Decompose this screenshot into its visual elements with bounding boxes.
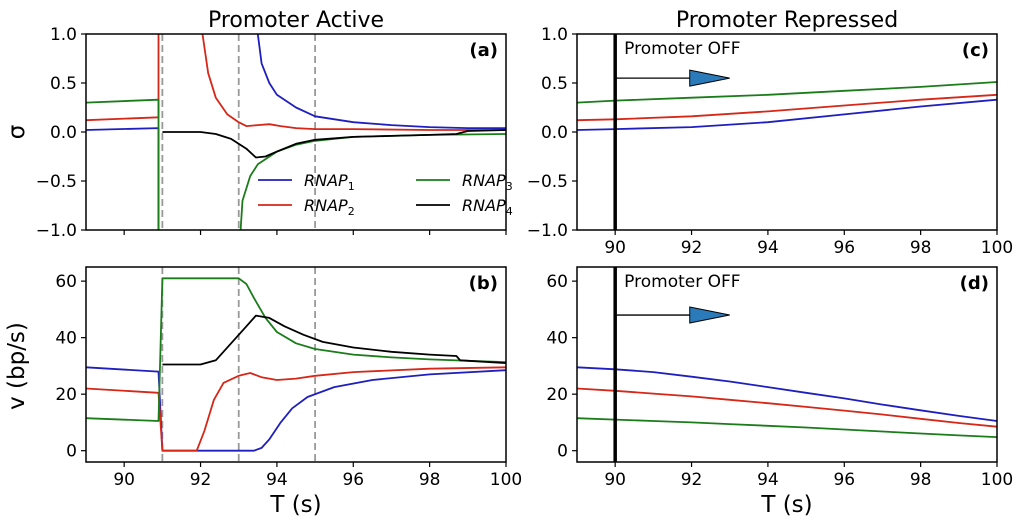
series-line-rnap2 bbox=[577, 93, 997, 122]
panel-tag: (a) bbox=[469, 40, 498, 61]
x-tick-label: 94 bbox=[757, 238, 779, 258]
series-line-rnap1 bbox=[86, 127, 160, 230]
panel-b: 90 92 94 96 98 100 0 20 40 60 (b) bbox=[55, 266, 522, 490]
x-tick-label: 92 bbox=[681, 470, 703, 490]
y-tick-label: −1.0 bbox=[36, 221, 77, 241]
series-line-rnap2 bbox=[86, 34, 160, 122]
y-tick-label: 20 bbox=[55, 385, 77, 405]
x-tick-label: 100 bbox=[490, 470, 522, 490]
series-line-rnap2 bbox=[86, 366, 506, 452]
panel-d: 90 92 94 96 98 100 0 20 40 60 Promoter OFF (d) bbox=[546, 266, 1013, 490]
legend-label-rnap1: RNAP1 bbox=[304, 171, 355, 193]
x-tick-label: 100 bbox=[981, 238, 1013, 258]
y-axis-label-velocity: v (bp/s) bbox=[4, 322, 30, 410]
legend: RNAP1 RNAP3 RNAP2 RNAP4 bbox=[258, 171, 513, 218]
series-line-rnap1 bbox=[577, 366, 997, 422]
x-tick-label: 90 bbox=[604, 470, 626, 490]
y-tick-label: 60 bbox=[55, 272, 77, 292]
axes-frame bbox=[85, 266, 507, 463]
panel-c: 90 92 94 96 98 100 −1.0 −0.5 0.0 0.5 1.0 Promoter O… bbox=[527, 25, 1014, 258]
x-tick-label: 94 bbox=[757, 470, 779, 490]
legend-label-rnap2: RNAP2 bbox=[304, 196, 355, 218]
legend-label-rnap4: RNAP4 bbox=[462, 196, 513, 218]
column-title-active: Promoter Active bbox=[208, 8, 384, 33]
y-tick-label: 20 bbox=[546, 385, 568, 405]
arrow-head bbox=[689, 306, 730, 324]
y-axis-label-sigma: σ bbox=[4, 125, 30, 140]
y-tick-label: 40 bbox=[55, 329, 77, 349]
x-axis-label-left: T (s) bbox=[269, 492, 321, 518]
y-tick-label: 0.0 bbox=[50, 123, 77, 143]
promoter-off-label: Promoter OFF bbox=[624, 272, 740, 292]
x-tick-label: 90 bbox=[113, 470, 135, 490]
x-tick-label: 98 bbox=[910, 238, 932, 258]
series-line-rnap1 bbox=[577, 98, 997, 131]
axes-frame bbox=[85, 33, 507, 231]
x-tick-label: 96 bbox=[342, 470, 364, 490]
y-tick-label: −1.0 bbox=[527, 221, 568, 241]
x-tick-label: 92 bbox=[190, 470, 212, 490]
series-line-rnap3 bbox=[86, 277, 506, 422]
x-tick-label: 98 bbox=[910, 470, 932, 490]
series-line-rnap2 bbox=[577, 387, 997, 428]
x-tick-label: 94 bbox=[266, 470, 288, 490]
promoter-off-label: Promoter OFF bbox=[624, 39, 740, 59]
series-line-rnap1 bbox=[256, 34, 506, 129]
y-tick-label: 1.0 bbox=[541, 25, 568, 45]
series-line-rnap1 bbox=[86, 366, 506, 452]
y-tick-label: 0.5 bbox=[50, 74, 77, 94]
series-line-rnap2 bbox=[201, 34, 506, 131]
series-line-rnap4 bbox=[162, 314, 506, 366]
x-tick-label: 96 bbox=[833, 470, 855, 490]
y-tick-label: 60 bbox=[546, 272, 568, 292]
y-tick-label: 0 bbox=[66, 442, 77, 462]
y-tick-label: −0.5 bbox=[527, 172, 568, 192]
x-tick-label: 98 bbox=[419, 470, 441, 490]
panel-tag: (d) bbox=[960, 273, 989, 294]
y-tick-label: −0.5 bbox=[36, 172, 77, 192]
y-tick-label: 0.5 bbox=[541, 74, 568, 94]
series-line-rnap3 bbox=[577, 417, 997, 438]
y-tick-label: 0.0 bbox=[541, 123, 568, 143]
series-line-rnap3 bbox=[86, 98, 160, 230]
panel-tag: (c) bbox=[962, 40, 989, 61]
panel-tag: (b) bbox=[469, 273, 498, 294]
x-axis-label-right: T (s) bbox=[760, 492, 812, 518]
y-tick-label: 0 bbox=[557, 442, 568, 462]
y-tick-label: 40 bbox=[546, 329, 568, 349]
x-tick-label: 100 bbox=[981, 470, 1013, 490]
panel-a: −1.0 −0.5 0.0 0.5 1.0 (a) RNAP1 RNAP3 RNAP2 RNAP4 bbox=[36, 25, 513, 241]
series-line-rnap4 bbox=[162, 129, 506, 159]
axes-frame bbox=[576, 33, 998, 231]
x-tick-label: 90 bbox=[604, 238, 626, 258]
x-tick-label: 92 bbox=[681, 238, 703, 258]
arrow-head bbox=[689, 69, 730, 87]
legend-label-rnap3: RNAP3 bbox=[462, 171, 513, 193]
column-title-repressed: Promoter Repressed bbox=[676, 8, 898, 33]
x-tick-label: 96 bbox=[833, 238, 855, 258]
y-tick-label: 1.0 bbox=[50, 25, 77, 45]
axes-frame bbox=[576, 266, 998, 463]
